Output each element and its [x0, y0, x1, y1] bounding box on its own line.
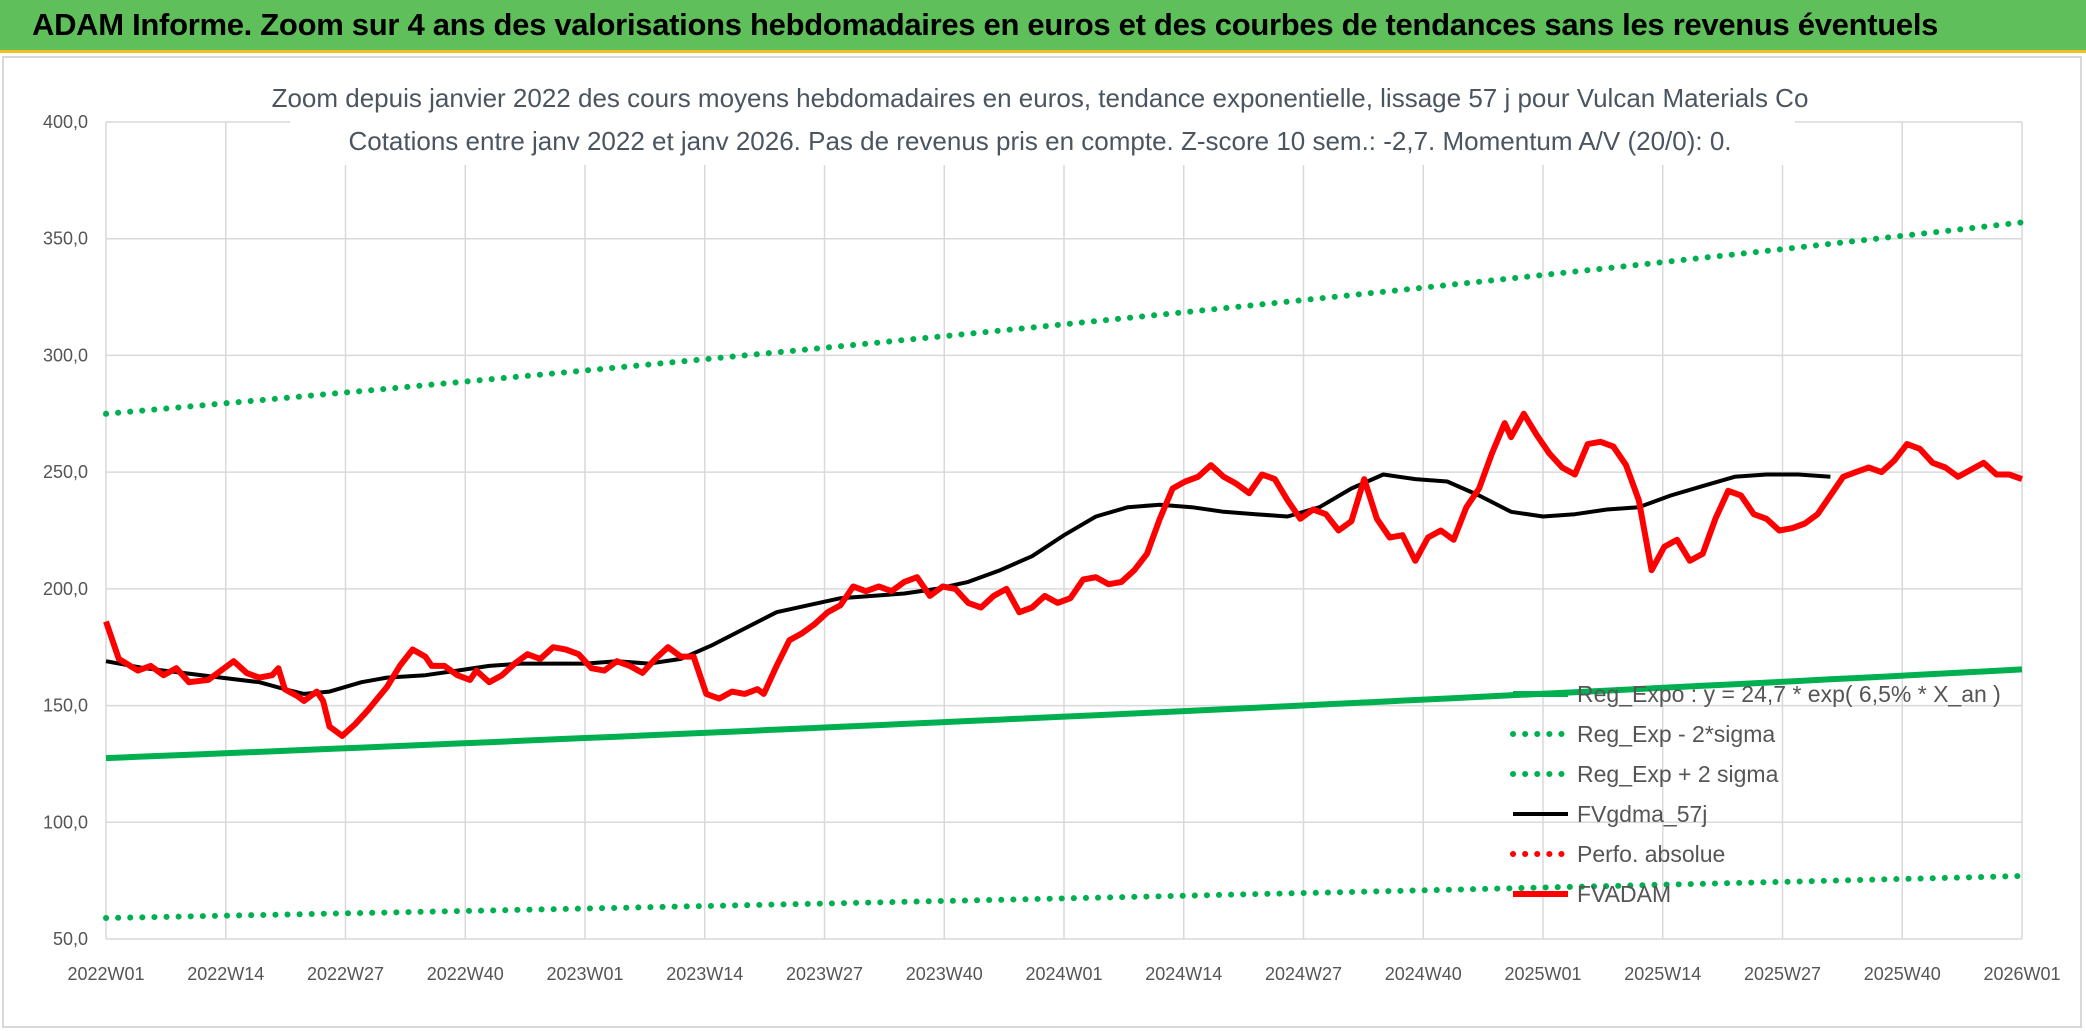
chart-gridlines: [105, 121, 2023, 940]
legend-fvadam-label: FVADAM: [1577, 881, 1671, 907]
y-tick-label: 350,0: [43, 229, 88, 249]
x-tick-label: 2024W14: [1145, 964, 1222, 984]
x-tick-label: 2024W01: [1025, 964, 1102, 984]
y-tick-label: 50,0: [53, 929, 88, 949]
x-tick-label: 2025W40: [1864, 964, 1941, 984]
x-tick-label: 2022W01: [67, 964, 144, 984]
chart-title: Zoom depuis janvier 2022 des cours moyen…: [272, 83, 1809, 113]
x-tick-label: 2023W40: [906, 964, 983, 984]
reg-exp-minus-2sigma-line: [103, 873, 2025, 921]
x-tick-label: 2024W40: [1385, 964, 1462, 984]
x-tick-label: 2023W27: [786, 964, 863, 984]
x-tick-label: 2025W14: [1624, 964, 1701, 984]
x-tick-label: 2022W14: [187, 964, 264, 984]
legend-reg-exp-plus-label: Reg_Exp + 2 sigma: [1577, 761, 1779, 787]
report-banner: ADAM Informe. Zoom sur 4 ans des valoris…: [0, 0, 2086, 53]
y-tick-label: 250,0: [43, 462, 88, 482]
x-tick-label: 2024W27: [1265, 964, 1342, 984]
x-tick-label: 2022W40: [427, 964, 504, 984]
y-axis-tick-labels: 400,0 350,0 300,0 250,0 200,0 150,0 100,0 50,0: [43, 112, 88, 949]
y-tick-label: 300,0: [43, 345, 88, 365]
y-tick-label: 400,0: [43, 112, 88, 132]
x-tick-label: 2023W14: [666, 964, 743, 984]
chart-frame: [2, 56, 2082, 1028]
x-tick-label: 2025W27: [1744, 964, 1821, 984]
chart-subtitle: Cotations entre janv 2022 et janv 2026. …: [348, 126, 1731, 156]
y-tick-label: 150,0: [43, 696, 88, 716]
x-axis-tick-labels: 2022W01 2022W14 2022W27 2022W40 2023W01 2023W…: [67, 964, 2060, 984]
x-tick-label: 2022W27: [307, 964, 384, 984]
y-tick-label: 100,0: [43, 812, 88, 832]
chart-legend: Reg_Expo : y = 24,7 * exp( 6,5% * X_an )…: [1510, 681, 2001, 907]
y-tick-label: 200,0: [43, 579, 88, 599]
fvadam-line: [103, 410, 2024, 739]
reg-expo-trend-line: [105, 666, 2023, 762]
x-tick-label: 2026W01: [1983, 964, 2060, 984]
x-tick-label: 2025W01: [1504, 964, 1581, 984]
legend-reg-exp-minus-label: Reg_Exp - 2*sigma: [1577, 721, 1775, 747]
chart-title-background: [290, 77, 1795, 165]
legend-perfo-absolue-label: Perfo. absolue: [1577, 841, 1725, 867]
chart-series: [103, 219, 2025, 921]
legend-reg-expo-label: Reg_Expo : y = 24,7 * exp( 6,5% * X_an ): [1577, 681, 2001, 707]
x-tick-label: 2023W01: [546, 964, 623, 984]
legend-fvgdma-label: FVgdma_57j: [1577, 801, 1707, 827]
report-title: ADAM Informe. Zoom sur 4 ans des valoris…: [32, 7, 1939, 42]
fvgdma-57j-line: [105, 472, 1831, 696]
